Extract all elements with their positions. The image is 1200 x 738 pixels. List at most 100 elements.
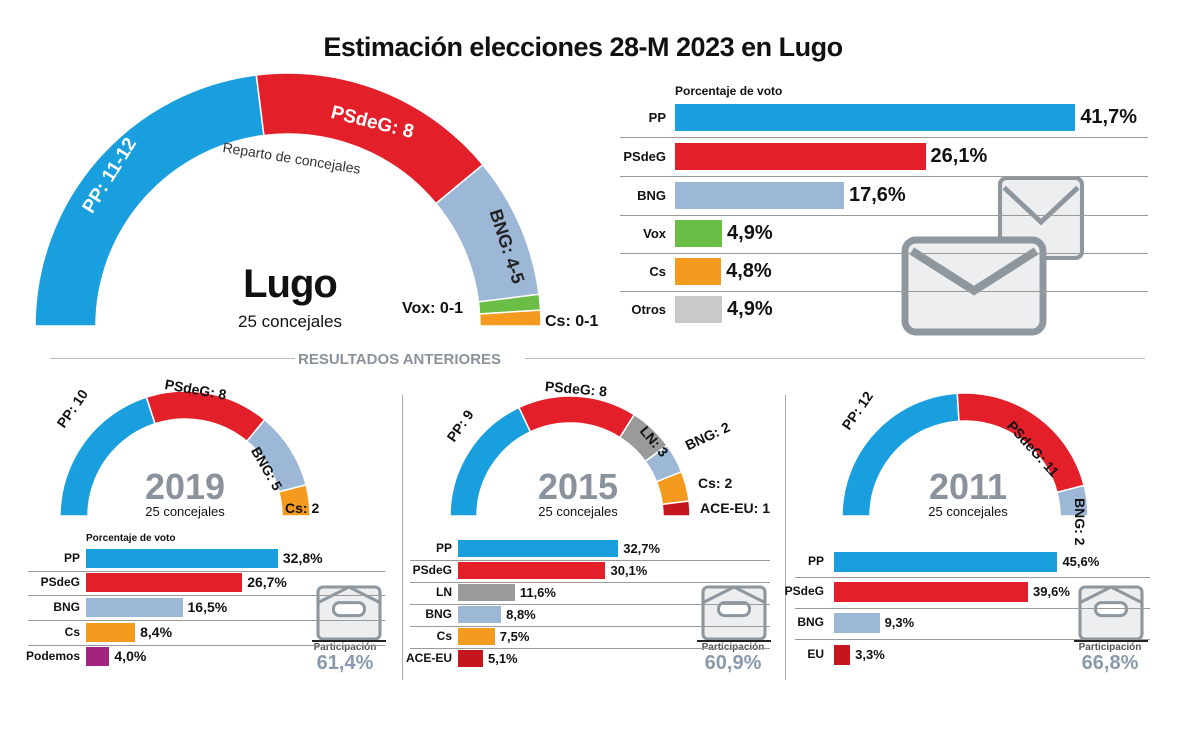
row-separator — [28, 595, 385, 596]
bar-label-2011-votes-eu: EU — [807, 647, 824, 661]
seat-label-2019-cs: Cs: 2 — [285, 500, 320, 516]
column-divider — [785, 395, 786, 680]
ballot-envelope-icon — [1074, 585, 1148, 642]
seats-total-2019: 25 concejales — [145, 504, 225, 519]
bar-label-2023-votes-vox: Vox — [643, 225, 666, 241]
bar-label-2015-votes-cs: Cs — [436, 628, 452, 643]
bar-value-2011-votes-bng: 9,3% — [884, 615, 915, 631]
bar-label-2019-votes-podemos: Podemos — [25, 648, 80, 663]
bar-2019-votes-cs — [86, 623, 136, 642]
seat-arc-2019-cs — [278, 484, 311, 517]
row-separator — [410, 559, 770, 561]
bar-value-2023-votes-otros: 4,9% — [727, 297, 773, 320]
year-2011: 2011 — [928, 466, 1008, 507]
bar-value-2023-votes-psdeg: 26,1% — [930, 144, 988, 167]
bar-label-2023-votes-pp: PP — [648, 109, 666, 125]
participation-2011: 66,8% — [1081, 652, 1139, 674]
column-divider — [402, 395, 403, 680]
bar-2023-votes-pp — [675, 104, 1076, 131]
bar-2015-votes-ln — [458, 584, 515, 601]
seats-total-2011: 25 concejales — [928, 504, 1008, 519]
envelope-icon — [901, 236, 1047, 336]
bar-value-2019-votes-psdeg: 26,7% — [247, 574, 287, 591]
row-separator — [28, 570, 385, 572]
bar-label-2011-votes-bng: BNG — [797, 615, 824, 629]
bar-2019-votes-bng — [86, 598, 183, 617]
bar-label-2019-votes-cs: Cs — [64, 624, 80, 639]
row-separator — [620, 214, 1148, 216]
bar-value-2011-votes-pp: 45,6% — [1062, 554, 1100, 570]
seat-label-2015-ace-eu: ACE-EU: 1 — [700, 500, 771, 516]
bar-value-2011-votes-psdeg: 39,6% — [1033, 584, 1070, 600]
year-2015: 2015 — [537, 466, 619, 507]
ballot-envelope-icon — [312, 585, 386, 642]
bar-2023-votes-vox — [675, 220, 723, 247]
participation-2015: 60,9% — [704, 652, 762, 674]
bar-2015-votes-ace-eu — [458, 650, 483, 667]
bar-2023-votes-cs — [675, 258, 722, 285]
bar-2011-votes-pp — [834, 552, 1058, 572]
seat-label-2015-cs: Cs: 2 — [698, 475, 733, 491]
bar-2015-votes-bng — [458, 606, 502, 623]
city-name: Lugo — [243, 262, 338, 306]
row-separator — [28, 644, 385, 646]
bar-value-2023-votes-pp: 41,7% — [1080, 105, 1138, 128]
participation-2019: 61,4% — [316, 652, 374, 674]
seat-label-2011-bng: BNG: 2 — [1072, 498, 1088, 546]
bar-label-2015-votes-ln: LN — [436, 584, 452, 599]
seat-arc-2023-cs — [478, 309, 542, 327]
bar-2015-votes-cs — [458, 628, 495, 645]
row-separator — [620, 137, 1148, 138]
bar-label-2011-votes-psdeg: PSdeG — [784, 584, 824, 598]
seat-arc-2011-bng — [1056, 484, 1089, 517]
bar-value-2019-votes-bng: 16,5% — [187, 599, 228, 616]
row-separator — [28, 620, 385, 621]
bar-label-2019-votes-psdeg: PSdeG — [40, 574, 80, 589]
bar-2011-votes-psdeg — [834, 582, 1029, 602]
bar-2019-votes-pp — [86, 549, 278, 568]
bar-2015-votes-pp — [458, 540, 619, 557]
seat-label-2023-vox: Vox: 0-1 — [402, 300, 464, 317]
seat-label-2023-cs: Cs: 0-1 — [545, 313, 599, 330]
row-separator — [620, 252, 1148, 254]
seats-total-2015: 25 concejales — [538, 504, 618, 519]
bar-value-2015-votes-bng: 8,8% — [506, 606, 536, 622]
bar-label-2015-votes-psdeg: PSdeG — [412, 562, 452, 577]
bar-value-2015-votes-cs: 7,5% — [499, 628, 530, 644]
bar-label-2023-votes-otros: Otros — [631, 301, 666, 317]
row-separator — [410, 647, 770, 649]
bar-label-2015-votes-ace-eu: ACE-EU — [405, 650, 452, 665]
bar-value-2015-votes-psdeg: 30,1% — [610, 562, 648, 578]
infographic-title: Estimación elecciones 28-M 2023 en Lugo — [323, 32, 843, 62]
row-separator — [410, 603, 770, 605]
bar-value-2023-votes-bng: 17,6% — [848, 183, 906, 206]
participation-label-2019: Participación — [313, 642, 377, 653]
bar-value-2019-votes-cs: 8,4% — [140, 624, 173, 641]
bar-label-2023-votes-bng: BNG — [637, 187, 666, 203]
section-label: RESULTADOS ANTERIORES — [298, 351, 502, 368]
vote-share-title: Porcentaje de voto — [675, 84, 783, 98]
seat-arc-2023-psdeg — [255, 72, 484, 205]
bar-label-2019-votes-bng: BNG — [53, 599, 80, 614]
bar-2011-votes-bng — [834, 613, 880, 633]
vote-share-title-2019: Porcentaje de voto — [86, 533, 176, 544]
bar-label-2023-votes-psdeg: PSdeG — [623, 148, 666, 164]
bar-value-2019-votes-podemos: 4,0% — [114, 648, 147, 665]
bar-2015-votes-psdeg — [458, 562, 606, 579]
bar-2019-votes-psdeg — [86, 573, 243, 592]
year-2019: 2019 — [144, 466, 226, 507]
divider-left — [50, 358, 295, 359]
bar-2023-votes-otros — [675, 296, 723, 323]
bar-value-2019-votes-pp: 32,8% — [282, 550, 323, 567]
row-separator — [795, 607, 1150, 609]
bar-value-2015-votes-ln: 11,6% — [519, 584, 556, 600]
row-separator — [410, 625, 770, 627]
row-separator — [795, 577, 1150, 578]
bar-label-2023-votes-cs: Cs — [649, 263, 666, 279]
seat-arc-2015-psdeg — [517, 395, 636, 439]
bar-label-2011-votes-pp: PP — [807, 554, 824, 568]
bar-label-2015-votes-bng: BNG — [425, 606, 452, 621]
row-separator — [795, 639, 1150, 640]
bar-label-2015-votes-pp: PP — [435, 540, 452, 555]
